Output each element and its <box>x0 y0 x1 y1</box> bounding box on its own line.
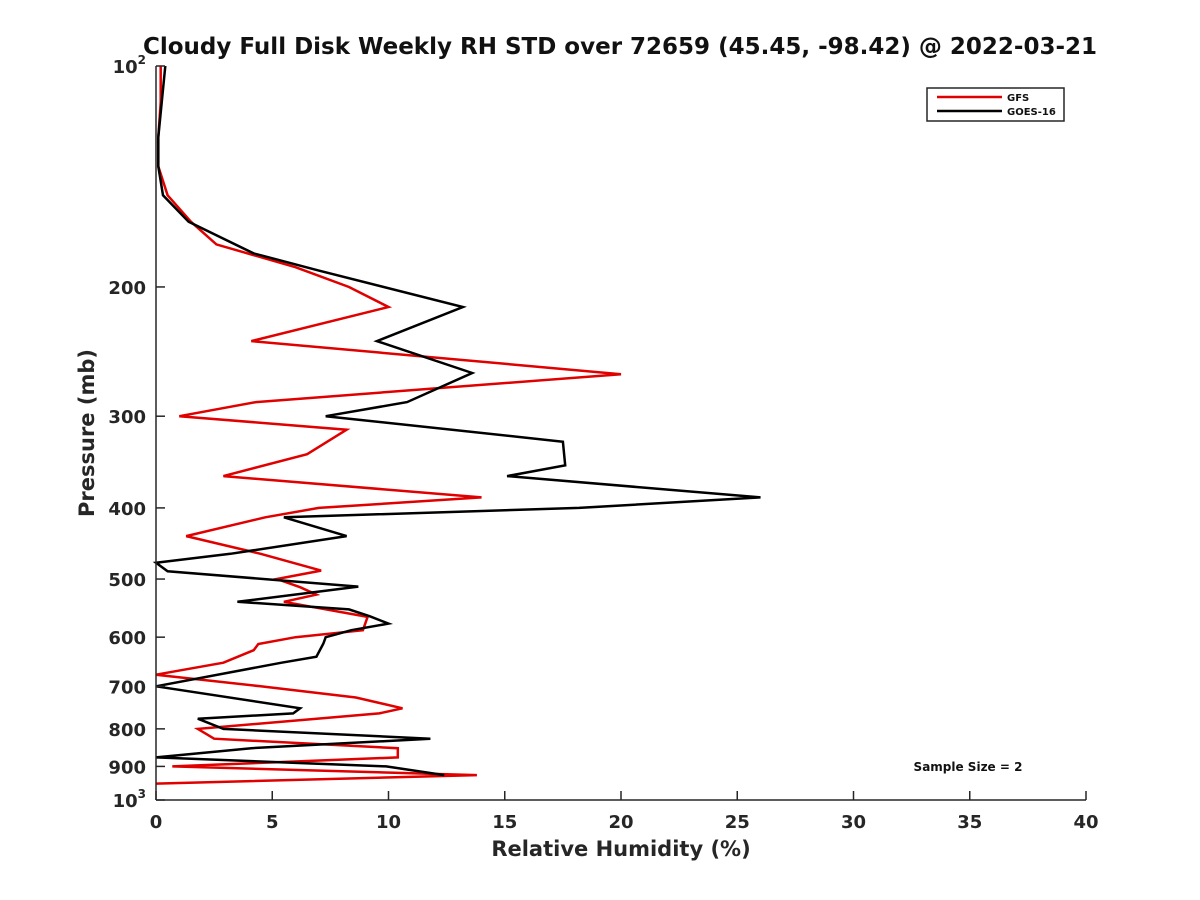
y-tick-label: 102 <box>113 53 146 78</box>
legend-label: GFS <box>1007 93 1029 104</box>
y-tick-label: 900 <box>108 757 146 778</box>
x-tick-label: 25 <box>725 812 750 833</box>
x-tick-label: 15 <box>492 812 517 833</box>
x-tick-label: 0 <box>150 812 163 833</box>
x-tick-label: 5 <box>266 812 279 833</box>
series-layer <box>152 65 761 785</box>
y-tick-label: 200 <box>108 278 146 299</box>
y-axis-label: Pressure (mb) <box>75 349 99 517</box>
y-tick-label: 400 <box>108 499 146 520</box>
legend-box <box>926 87 1065 122</box>
y-tick-label: 300 <box>108 407 146 428</box>
axes-layer: 0 5 10 15 20 25 30 35 40 102 200 300 400 500 600 700 800… <box>108 53 1098 833</box>
series-line-gfs <box>155 66 622 785</box>
x-tick-label: 35 <box>957 812 982 833</box>
series-line-goes-16 <box>152 65 761 777</box>
x-tick-label: 40 <box>1073 812 1098 833</box>
x-tick-label: 10 <box>376 812 401 833</box>
legend: GFS GOES-16 <box>926 87 1065 122</box>
y-tick-label: 600 <box>108 628 146 649</box>
y-tick-label: 700 <box>108 677 146 698</box>
y-tick-label: 500 <box>108 570 146 591</box>
x-axis-label: Relative Humidity (%) <box>491 837 750 861</box>
legend-label: GOES-16 <box>1007 107 1056 118</box>
x-tick-label: 20 <box>608 812 633 833</box>
sample-size-annotation: Sample Size = 2 <box>914 760 1023 774</box>
x-tick-label: 30 <box>841 812 866 833</box>
plot-area <box>156 66 1086 800</box>
y-tick-label: 103 <box>113 787 146 812</box>
chart-title: Cloudy Full Disk Weekly RH STD over 7265… <box>143 34 1097 60</box>
y-tick-label: 800 <box>108 720 146 741</box>
